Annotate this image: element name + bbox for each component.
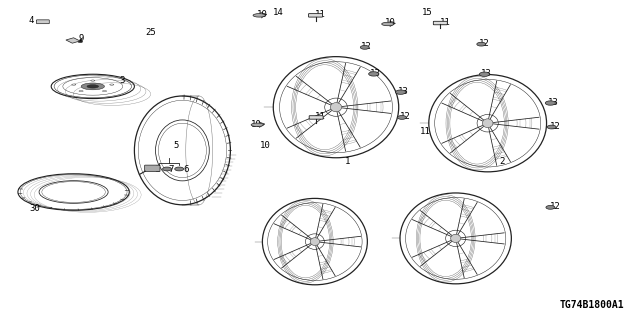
Text: 10: 10 (385, 18, 396, 27)
Text: 10: 10 (257, 10, 268, 19)
Ellipse shape (91, 80, 95, 81)
Ellipse shape (369, 72, 379, 76)
Text: 2: 2 (500, 157, 505, 166)
Text: 13: 13 (481, 69, 492, 78)
Text: 4: 4 (28, 16, 33, 25)
Text: 14: 14 (273, 8, 284, 17)
Ellipse shape (102, 91, 107, 92)
Text: 13: 13 (371, 69, 381, 78)
FancyBboxPatch shape (308, 14, 323, 17)
Text: 13: 13 (548, 98, 559, 107)
Ellipse shape (477, 42, 486, 46)
Text: 12: 12 (479, 39, 489, 48)
Text: TG74B1800A1: TG74B1800A1 (559, 300, 624, 310)
Ellipse shape (79, 91, 83, 92)
FancyBboxPatch shape (145, 165, 160, 172)
Text: 11: 11 (315, 10, 325, 19)
Text: 7: 7 (169, 165, 174, 174)
Ellipse shape (546, 205, 555, 209)
Polygon shape (66, 38, 80, 43)
Ellipse shape (251, 123, 264, 126)
Text: 15: 15 (422, 8, 432, 17)
Ellipse shape (451, 234, 461, 243)
Text: 12: 12 (400, 112, 410, 121)
Ellipse shape (547, 125, 556, 129)
Ellipse shape (360, 45, 369, 49)
Text: 12: 12 (550, 202, 560, 211)
Text: 9: 9 (79, 34, 84, 43)
Ellipse shape (109, 84, 114, 85)
Ellipse shape (253, 14, 266, 17)
Ellipse shape (72, 84, 76, 85)
Ellipse shape (330, 103, 342, 112)
Text: 1: 1 (345, 157, 350, 166)
Text: 11: 11 (420, 127, 431, 136)
Ellipse shape (483, 119, 493, 128)
Text: 25: 25 (145, 28, 156, 36)
Ellipse shape (479, 72, 490, 76)
Text: 13: 13 (398, 87, 408, 96)
Ellipse shape (163, 167, 172, 171)
FancyBboxPatch shape (36, 20, 49, 24)
Text: 30: 30 (30, 204, 40, 212)
Text: 11: 11 (440, 18, 450, 27)
Ellipse shape (310, 238, 319, 245)
Text: 5: 5 (173, 141, 179, 150)
Ellipse shape (381, 22, 394, 26)
Ellipse shape (545, 101, 556, 105)
Ellipse shape (397, 116, 406, 119)
Text: 12: 12 (362, 42, 372, 51)
Text: 10: 10 (260, 141, 271, 150)
FancyBboxPatch shape (433, 21, 447, 25)
Text: 3: 3 (119, 76, 124, 84)
FancyBboxPatch shape (309, 116, 323, 119)
Ellipse shape (175, 167, 184, 171)
Ellipse shape (81, 83, 104, 90)
Ellipse shape (87, 85, 99, 88)
Text: 8: 8 (154, 165, 159, 174)
Text: 6: 6 (183, 165, 188, 174)
Text: 11: 11 (315, 112, 325, 121)
Text: 12: 12 (550, 122, 561, 131)
Ellipse shape (396, 90, 406, 94)
Text: 10: 10 (251, 120, 261, 129)
